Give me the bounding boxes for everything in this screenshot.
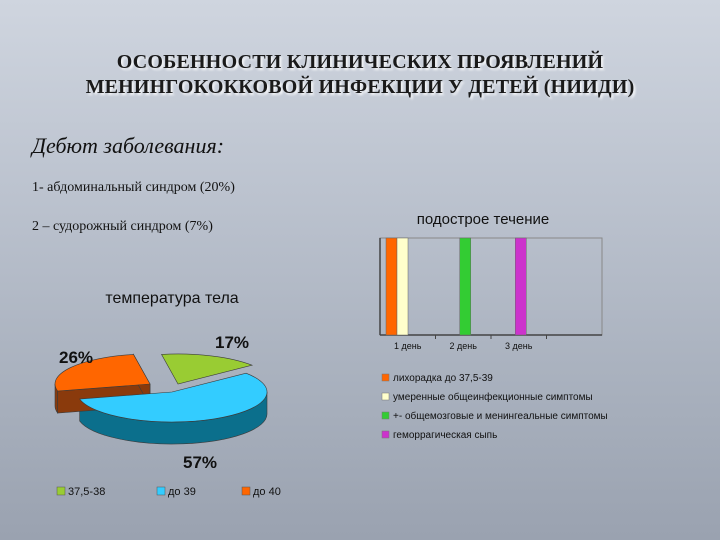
bar-x-tick-label-1: 1 день — [394, 341, 422, 351]
bar-legend-swatch-3 — [381, 411, 390, 420]
bar-legend-item-4: геморрагическая сыпь — [381, 430, 497, 441]
course-bar-chart: 1 день 2 день 3 день лихорадка до 37,5-39 у… — [379, 211, 608, 441]
bar-plot-area — [379, 237, 603, 336]
bar-x-tick-label-3: 3 день — [505, 341, 533, 351]
bar-legend-item-1: лихорадка до 37,5-39 — [381, 373, 493, 384]
symptom-line-1: 1- абдоминальный синдром (20%) — [32, 180, 235, 195]
title-line-1: ОСОБЕННОСТИ КЛИНИЧЕСКИХ ПРОЯВЛЕНИЙ — [116, 51, 604, 73]
pie-legend-label-3: до 40 — [253, 486, 281, 498]
bar-legend-label-3: +- общемозговые и менингеальные симптомы — [393, 410, 608, 422]
bar-1-1 — [385, 237, 398, 336]
pie-chart-title: температура тела — [105, 290, 238, 307]
bar-2-3 — [459, 237, 471, 336]
pie-legend-swatch-2 — [156, 486, 166, 496]
bar-legend-item-3: +- общемозговые и менингеальные симптомы — [381, 410, 608, 422]
pie-legend-item-3: до 40 — [241, 486, 281, 498]
bar-x-tick-label-2: 2 день — [450, 341, 478, 351]
pie-data-label-2: 57% — [183, 453, 217, 472]
pie-legend-swatch-3 — [241, 486, 251, 496]
temperature-pie-chart: 17% 57% 26% 37,5-38 до 39 до 40 температура … — [54, 290, 281, 498]
bar-legend-item-2: умеренные общеинфекционные симптомы — [381, 391, 593, 403]
pie-slice-3 — [54, 354, 151, 392]
pie-legend-label-2: до 39 — [168, 486, 196, 498]
bar-legend-label-4: геморрагическая сыпь — [393, 430, 497, 441]
bar-3-4 — [515, 237, 527, 336]
pie-legend-swatch-1 — [56, 486, 66, 496]
bar-legend-swatch-1 — [381, 373, 390, 382]
slide-title: ОСОБЕННОСТИ КЛИНИЧЕСКИХ ПРОЯВЛЕНИЙ МЕНИН… — [0, 50, 720, 100]
subtitle: Дебют заболевания: — [32, 133, 225, 158]
pie-slice-2 — [79, 372, 268, 423]
pie-data-label-3: 26% — [59, 348, 93, 367]
pie-data-label-1: 17% — [215, 333, 249, 352]
bar-legend-swatch-2 — [381, 392, 390, 401]
bar-chart-title: подострое течение — [417, 211, 550, 228]
bar-legend-label-2: умеренные общеинфекционные симптомы — [393, 391, 593, 403]
pie-slice-1 — [161, 353, 254, 385]
bar-1-2 — [396, 237, 409, 336]
pie-legend-item-2: до 39 — [156, 486, 196, 498]
pie-legend-item-1: 37,5-38 — [56, 486, 105, 498]
title-line-2: МЕНИНГОКОККОВОЙ ИНФЕКЦИИ У ДЕТЕЙ (НИИДИ) — [85, 76, 635, 98]
bar-legend-label-1: лихорадка до 37,5-39 — [393, 373, 493, 384]
symptom-line-2: 2 – судорожный синдром (7%) — [32, 219, 213, 234]
pie-legend-label-1: 37,5-38 — [68, 486, 105, 498]
bar-legend-swatch-4 — [381, 430, 390, 439]
